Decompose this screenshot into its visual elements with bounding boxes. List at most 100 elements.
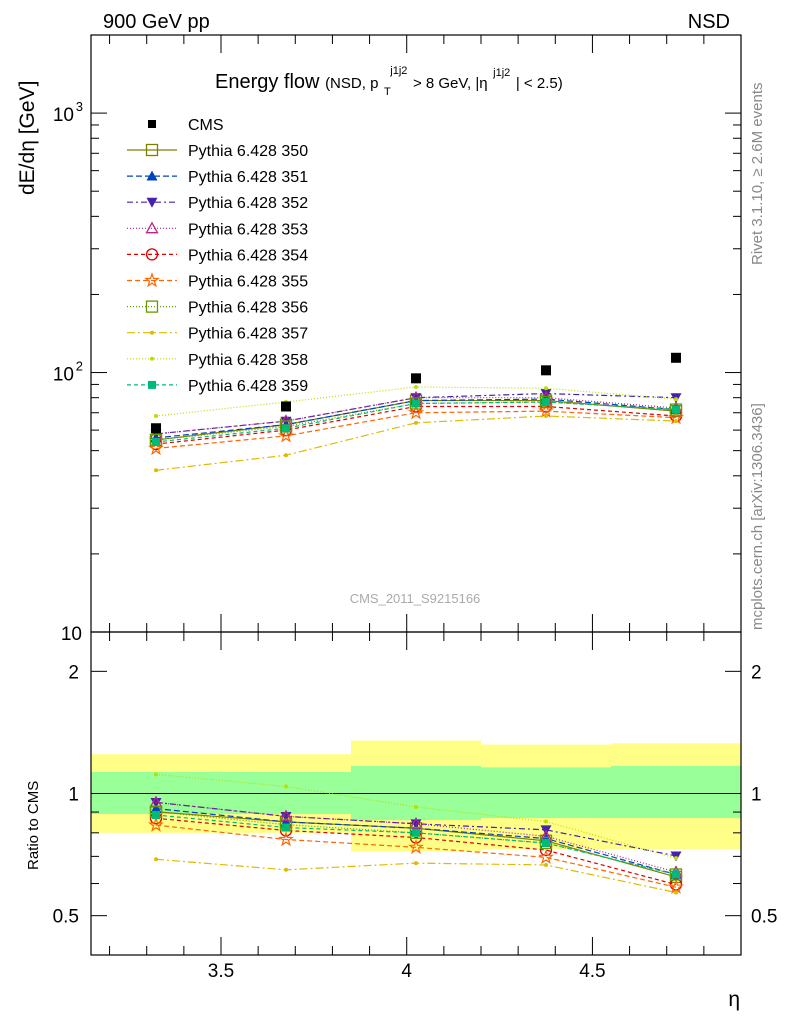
series-line-7 [155, 415, 677, 471]
legend-label-2: Pythia 6.428 352 [188, 195, 308, 212]
series-9-point [152, 437, 160, 446]
series-7-point [674, 419, 678, 424]
legend-label-0: Pythia 6.428 350 [188, 143, 308, 160]
y-tick-label: 10 [53, 365, 74, 386]
y-tick-exponent: 2 [76, 359, 83, 374]
series-8-point [414, 384, 418, 389]
upper-y-axis-title: dE/dη [GeV] [16, 81, 39, 195]
series-5-point [278, 427, 294, 443]
legend-marker-4 [145, 248, 159, 261]
plot-title-mid: > 8 GeV, |η [413, 75, 488, 92]
header-left: 900 GeV pp [103, 11, 210, 33]
ratio-7-point [414, 861, 418, 866]
series-line-3 [155, 397, 677, 435]
ratio-y-tick-label-right: 0.5 [751, 907, 777, 928]
legend-label-3: Pythia 6.428 353 [188, 221, 308, 238]
cms-point [281, 401, 291, 412]
ratio-y-tick-label-right: 2 [751, 662, 762, 683]
ratio-5-point [278, 831, 294, 847]
ratio-9-point [542, 839, 550, 848]
legend-marker-1 [146, 170, 158, 181]
series-5-point [538, 402, 554, 418]
series-line-5 [155, 410, 677, 450]
legend-marker-9 [148, 380, 156, 389]
lower-y-axis-title: Ratio to CMS [25, 781, 42, 870]
ratio-9-point [152, 810, 160, 819]
analysis-watermark: CMS_2011_S9215166 [350, 591, 481, 606]
legend-marker-2 [146, 197, 158, 208]
x-tick-label: 4 [401, 961, 412, 982]
series-6-point [669, 403, 683, 416]
cms-point [541, 365, 551, 376]
series-5-point [408, 404, 424, 420]
ratio-8-point [154, 772, 158, 777]
ratio-6-point [669, 868, 683, 881]
ratio-9-point [282, 823, 290, 832]
ratio-line-4 [155, 817, 677, 886]
ratio-3-point [279, 809, 293, 822]
ratio-5-point [148, 816, 164, 832]
y-tick-label: 10 [61, 624, 82, 645]
ratio-3-point [409, 816, 423, 829]
ratio-panel: 0.5 0.5 1 1 2 2 3.5 4 4.5 [53, 631, 777, 982]
ratio-8-point [544, 819, 548, 824]
legend-marker-5 [144, 272, 160, 288]
y-tick-label: 10 [53, 105, 74, 126]
ratio-line-3 [155, 801, 677, 873]
ratio-8-point [284, 784, 288, 789]
legend-label-7: Pythia 6.428 357 [188, 326, 308, 343]
legend-cms-label: CMS [188, 117, 224, 134]
series-9-point [282, 424, 290, 433]
ratio-9-point [412, 828, 420, 837]
ratio-y-tick-label: 1 [68, 785, 79, 806]
series-5-point [148, 440, 164, 456]
plot-title: Energy flow (NSD, p T j1j2 > 8 GeV, |η j… [215, 57, 563, 100]
ratio-line-5 [155, 824, 677, 888]
ratio-1-point [150, 803, 162, 813]
y-tick-exponent: 3 [76, 99, 83, 114]
ratio-5-point [668, 878, 684, 894]
series-8-point [674, 397, 678, 402]
legend-marker-3 [145, 221, 159, 234]
plot-title-paren: (NSD, p [325, 75, 378, 92]
plot-title-main: Energy flow [215, 71, 320, 93]
series-7-point [154, 468, 158, 473]
legend-label-1: Pythia 6.428 351 [188, 169, 308, 186]
legend-marker-7 [150, 330, 154, 335]
plot-title-sup2: j1j2 [492, 67, 510, 79]
mcplots-label: mcplots.cern.ch [arXiv:1306.3436] [749, 403, 766, 630]
ratio-band-inner [351, 765, 481, 821]
ratio-7-point [544, 862, 548, 867]
legend-label-8: Pythia 6.428 358 [188, 352, 308, 369]
ratio-5-point [538, 849, 554, 865]
ratio-7-point [284, 867, 288, 872]
ratio-8-point [414, 804, 418, 809]
series-8-point [544, 386, 548, 391]
plot-title-end: | < 2.5) [516, 75, 563, 92]
legend-label-6: Pythia 6.428 356 [188, 300, 308, 317]
series-line-9 [155, 401, 677, 443]
legend-label-4: Pythia 6.428 354 [188, 247, 308, 264]
legend-label-9: Pythia 6.428 359 [188, 378, 308, 395]
ratio-band-inner [481, 767, 611, 819]
series-2-point [540, 389, 552, 400]
series-2-point [280, 416, 292, 427]
series-9-point [672, 405, 680, 414]
legend-marker-8 [150, 356, 154, 361]
ratio-line-8 [155, 773, 677, 859]
cms-point [411, 373, 421, 384]
ratio-y-tick-label: 2 [68, 662, 79, 683]
legend-label-5: Pythia 6.428 355 [188, 274, 308, 291]
ratio-9-point [672, 870, 680, 879]
series-7-point [544, 414, 548, 419]
rivet-label: Rivet 3.1.10, ≥ 2.6M events [749, 83, 766, 266]
series-9-point [542, 398, 550, 407]
plot-title-sup1: j1j2 [389, 65, 407, 77]
series-9-point [412, 399, 420, 408]
ratio-band-inner [611, 765, 741, 819]
legend-marker-0 [145, 143, 159, 157]
ratio-line-1 [155, 807, 677, 876]
header-right: NSD [688, 11, 730, 33]
ratio-7-point [154, 857, 158, 862]
